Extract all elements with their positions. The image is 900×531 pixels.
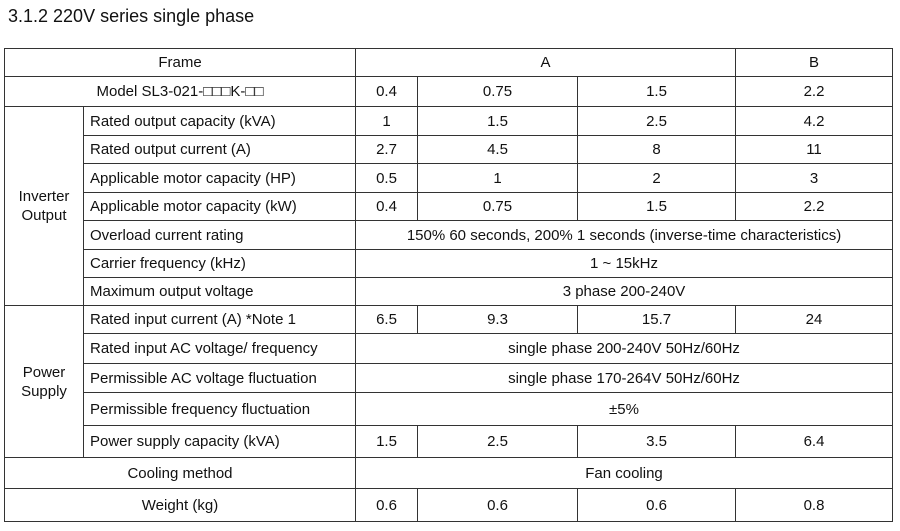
value-cell: single phase 200-240V 50Hz/60Hz — [355, 333, 893, 364]
value-cell: 3 — [735, 163, 893, 193]
value-cell: 11 — [735, 135, 893, 164]
value-cell: 0.5 — [355, 163, 418, 193]
row-label: Maximum output voltage — [83, 277, 356, 306]
group-label: Power Supply — [4, 305, 84, 458]
table-row: Weight (kg) 0.6 0.6 0.6 0.8 — [4, 488, 893, 522]
value-cell: 1.5 — [577, 192, 736, 221]
row-label: Rated input AC voltage/ frequency — [83, 333, 356, 364]
value-cell: 2.5 — [417, 425, 578, 458]
value-cell: 15.7 — [577, 305, 736, 334]
row-label: Overload current rating — [83, 220, 356, 250]
value-cell: 0.6 — [417, 488, 578, 522]
row-label: Cooling method — [4, 457, 356, 489]
value-cell: 1.5 — [577, 76, 736, 107]
value-cell: 0.4 — [355, 76, 418, 107]
table-row: Carrier frequency (kHz) 1 ~ 15kHz — [5, 249, 893, 278]
value-cell: 150% 60 seconds, 200% 1 seconds (inverse… — [355, 220, 893, 250]
table-row: Permissible frequency fluctuation ±5% — [5, 392, 893, 426]
table-row: Applicable motor capacity (HP) 0.5 1 2 3 — [5, 163, 893, 193]
table-row: Overload current rating 150% 60 seconds, … — [5, 220, 893, 250]
value-cell: 0.6 — [355, 488, 418, 522]
row-label: Power supply capacity (kVA) — [83, 425, 356, 458]
row-label: Rated output current (A) — [83, 135, 356, 164]
table-row: Rated output current (A) 2.7 4.5 8 11 — [5, 135, 893, 164]
table-row: Cooling method Fan cooling — [4, 457, 893, 489]
table-row: Permissible AC voltage fluctuation single… — [5, 363, 893, 393]
value-cell: 8 — [577, 135, 736, 164]
value-cell: 24 — [735, 305, 893, 334]
value-cell: single phase 170-264V 50Hz/60Hz — [355, 363, 893, 393]
value-cell: 2 — [577, 163, 736, 193]
value-cell: 4.5 — [417, 135, 578, 164]
table-row: Frame A B — [4, 48, 893, 77]
value-cell: 6.5 — [355, 305, 418, 334]
value-cell: 1 — [355, 106, 418, 136]
row-label: Rated input current (A) *Note 1 — [83, 305, 356, 334]
value-cell: 1.5 — [417, 106, 578, 136]
table-row: Applicable motor capacity (kW) 0.4 0.75 1.5… — [5, 192, 893, 221]
value-cell: 2.2 — [735, 192, 893, 221]
row-label: Model SL3-021-□□□K-□□ — [4, 76, 356, 107]
row-label: Rated output capacity (kVA) — [83, 106, 356, 136]
row-label: Applicable motor capacity (kW) — [83, 192, 356, 221]
value-cell: Fan cooling — [355, 457, 893, 489]
value-cell: 0.8 — [735, 488, 893, 522]
table-row: Rated input AC voltage/ frequency single … — [5, 333, 893, 364]
value-cell: 0.4 — [355, 192, 418, 221]
group-label: Inverter Output — [4, 106, 84, 306]
value-cell: 4.2 — [735, 106, 893, 136]
value-cell: 2.2 — [735, 76, 893, 107]
header-cell: B — [735, 48, 893, 77]
value-cell: 2.5 — [577, 106, 736, 136]
row-label: Permissible frequency fluctuation — [83, 392, 356, 426]
row-label: Weight (kg) — [4, 488, 356, 522]
value-cell: 3.5 — [577, 425, 736, 458]
row-label: Applicable motor capacity (HP) — [83, 163, 356, 193]
value-cell: 3 phase 200-240V — [355, 277, 893, 306]
table-row: Model SL3-021-□□□K-□□ 0.4 0.75 1.5 2.2 — [4, 76, 893, 107]
value-cell: 6.4 — [735, 425, 893, 458]
section-title: 3.1.2 220V series single phase — [8, 6, 255, 26]
header-cell: Frame — [4, 48, 356, 77]
row-label: Permissible AC voltage fluctuation — [83, 363, 356, 393]
table-row: Inverter Output Rated output capacity (kV… — [4, 106, 893, 306]
header-cell: A — [355, 48, 736, 77]
value-cell: 0.6 — [577, 488, 736, 522]
value-cell: 0.75 — [417, 76, 578, 107]
value-cell: 9.3 — [417, 305, 578, 334]
value-cell: ±5% — [355, 392, 893, 426]
spec-table: Frame A B Model SL3-021-□□□K-□□ 0.4 0.75 1.5 2.… — [4, 48, 893, 522]
value-cell: 1.5 — [355, 425, 418, 458]
value-cell: 1 ~ 15kHz — [355, 249, 893, 278]
table-row: Power supply capacity (kVA) 1.5 2.5 3.5 6.4 — [5, 425, 893, 458]
value-cell: 1 — [417, 163, 578, 193]
row-label: Carrier frequency (kHz) — [83, 249, 356, 278]
table-row: Power Supply Rated input current (A) *Not… — [4, 305, 893, 458]
value-cell: 0.75 — [417, 192, 578, 221]
value-cell: 2.7 — [355, 135, 418, 164]
table-row: Maximum output voltage 3 phase 200-240V — [5, 277, 893, 306]
